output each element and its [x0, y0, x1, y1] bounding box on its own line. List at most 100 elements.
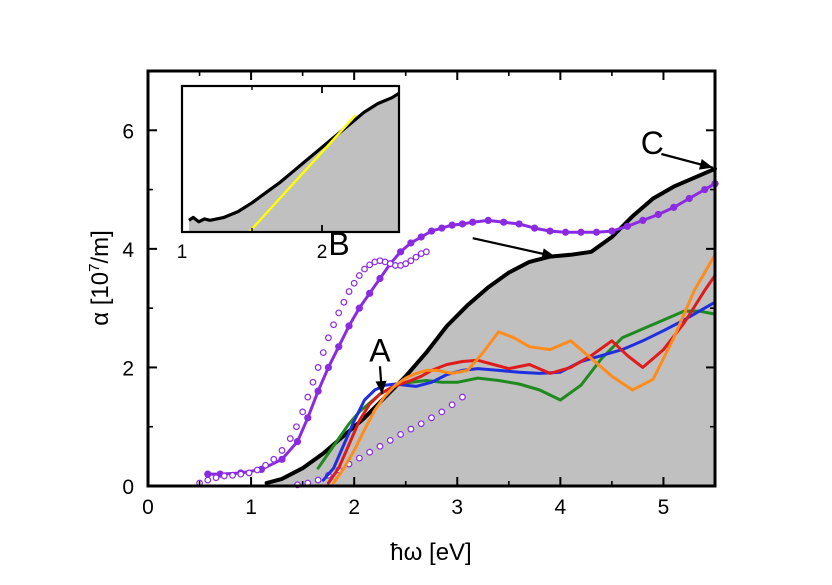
data-point: [366, 448, 374, 456]
data-point: [515, 220, 523, 228]
data-point: [270, 455, 278, 463]
data-point: [459, 393, 466, 401]
data-point: [448, 221, 456, 229]
data-point: [325, 334, 332, 342]
series-line-green: [316, 309, 717, 470]
data-point: [412, 253, 420, 261]
x-tick-label: 4: [555, 496, 567, 519]
inset-curve: [188, 91, 400, 224]
inset-linear-fit: [248, 114, 357, 233]
inset-frame: [180, 84, 401, 234]
data-point: [278, 455, 286, 463]
data-point: [407, 239, 415, 247]
y-tick-label: 0: [122, 476, 134, 499]
data-point: [397, 431, 404, 438]
y-axis-label-suffix: /m]: [87, 230, 114, 263]
data-point: [245, 469, 253, 477]
data-point: [608, 227, 616, 235]
data-point: [262, 461, 269, 469]
data-point: [253, 466, 261, 474]
data-point: [304, 414, 312, 422]
data-point: [407, 257, 415, 265]
data-point: [428, 414, 435, 422]
x-axis-label: ħω [eV]: [390, 539, 471, 566]
data-point: [345, 288, 353, 295]
data-point: [355, 454, 363, 462]
data-point: [417, 420, 425, 428]
data-point: [458, 220, 467, 228]
data-point: [204, 470, 212, 478]
y-tick-label: 2: [122, 357, 134, 380]
data-point: [355, 304, 363, 312]
data-point: [361, 265, 368, 273]
data-point: [278, 447, 286, 454]
data-point: [366, 289, 374, 297]
data-point: [293, 423, 300, 431]
data-point: [324, 363, 333, 372]
data-point: [427, 227, 436, 235]
data-point: [314, 476, 322, 484]
series-violet-open-lower: [294, 393, 466, 489]
data-point: [654, 210, 662, 219]
data-point: [530, 224, 539, 232]
data-point: [396, 248, 405, 256]
data-point: [402, 260, 410, 268]
data-point: [561, 228, 570, 236]
data-point: [376, 442, 384, 450]
data-point: [639, 216, 647, 224]
x-tick-label: 3: [451, 496, 463, 519]
data-point: [340, 298, 348, 306]
label-C-arrow-head: [698, 158, 713, 170]
data-point: [314, 364, 322, 371]
data-point: [592, 228, 601, 236]
data-point: [484, 216, 492, 224]
data-point: [304, 393, 312, 401]
data-point: [355, 272, 363, 279]
label-C: C: [641, 125, 664, 161]
data-point: [335, 343, 343, 351]
data-point: [469, 218, 477, 226]
label-B-arrow-shaft: [472, 237, 556, 258]
data-point: [293, 437, 302, 446]
x-tick-label: 0: [142, 496, 154, 519]
data-point: [366, 261, 374, 269]
series-violet-open-upper: [196, 248, 430, 487]
inset-x-tick-label: 2: [317, 242, 328, 263]
data-point: [438, 224, 446, 232]
data-point: [204, 476, 212, 484]
label-B: B: [328, 226, 349, 262]
data-point: [220, 472, 228, 480]
data-point: [376, 274, 384, 283]
x-tick-label: 2: [348, 496, 360, 519]
data-point: [422, 248, 430, 256]
data-point: [237, 470, 245, 478]
data-point: [212, 474, 220, 482]
series-line-orange: [332, 253, 717, 485]
series-violet-filled: [204, 180, 719, 478]
y-tick-label: 4: [122, 239, 134, 262]
data-point: [299, 408, 307, 416]
data-point: [500, 218, 508, 226]
y-axis-label: α [107/m]: [86, 230, 114, 326]
label-A: A: [369, 333, 391, 369]
data-point: [438, 408, 446, 416]
data-point: [350, 279, 358, 287]
data-point: [407, 425, 415, 433]
data-point: [701, 185, 709, 194]
data-point: [417, 233, 425, 241]
y-tick-label: 6: [122, 120, 134, 143]
data-point: [314, 387, 322, 395]
data-point: [386, 436, 394, 444]
series-green: [316, 309, 717, 470]
data-point: [345, 322, 353, 330]
data-point: [670, 203, 678, 211]
label-B-arrow-head: [541, 248, 556, 260]
data-point: [229, 471, 236, 479]
data-point: [448, 401, 456, 409]
data-point: [623, 222, 631, 230]
label-A-arrow-head: [375, 380, 387, 395]
inset-x-tick-label: 1: [177, 242, 188, 263]
data-point: [335, 309, 343, 317]
